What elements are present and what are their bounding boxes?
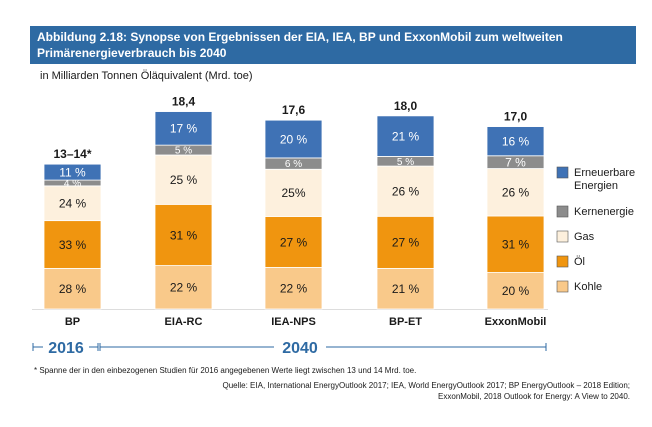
data-label-gas-bp-et: 26 % — [392, 185, 420, 199]
bar-segment-kohle-bp-et — [376, 268, 435, 310]
data-label-ee-eia-rc: 17 % — [170, 122, 198, 136]
bar-segment-kohle-eia-rc — [154, 265, 213, 310]
source-line-1: Quelle: EIA, International EnergyOutlook… — [222, 381, 630, 390]
bar-segment-gas-iea-nps — [264, 168, 323, 217]
bar-segment-gas-eia-rc — [154, 154, 213, 205]
bar-segment-kohle-iea-nps — [264, 267, 323, 310]
data-label-oel-bp: 33 % — [59, 238, 87, 252]
bar-segment-gas-bp-et — [376, 165, 435, 217]
source-line-2: ExxonMobil, 2018 Outlook for Energy: A V… — [438, 392, 630, 401]
data-label-oel-exxonmobil: 31 % — [502, 238, 530, 252]
data-label-gas-iea-nps: 25% — [281, 186, 305, 200]
bar-segment-ee-exxonmobil — [486, 126, 545, 157]
category-label-eia-rc: EIA-RC — [165, 316, 203, 328]
bar-segment-kohle-exxonmobil — [486, 272, 545, 310]
data-label-kern-eia-rc: 5 % — [175, 146, 192, 157]
legend-label-0: Erneuerbare Energien — [574, 167, 635, 192]
legend-swatch-4 — [556, 280, 569, 293]
bar-segment-oel-exxonmobil — [486, 215, 545, 273]
figure-title-line2: Primärenergieverbrauch bis 2040 — [37, 46, 227, 60]
data-label-oel-iea-nps: 27 % — [280, 235, 308, 249]
bar-segment-ee-bp — [43, 163, 102, 181]
legend-label-1: Kernenergie — [574, 206, 634, 218]
data-label-kohle-eia-rc: 22 % — [170, 281, 198, 295]
data-label-kohle-bp: 28 % — [59, 282, 87, 296]
data-label-kohle-exxonmobil: 20 % — [502, 284, 530, 298]
bar-segment-oel-bp-et — [376, 215, 435, 269]
figure-title-line1: Abbildung 2.18: Synopse von Ergebnissen … — [37, 30, 563, 44]
category-label-bp: BP — [65, 316, 80, 328]
legend-label-4: Kohle — [574, 281, 602, 293]
total-label-bp: 13–14* — [53, 147, 91, 161]
data-label-kern-bp: 4 % — [64, 179, 81, 190]
data-label-gas-exxonmobil: 26 % — [502, 186, 530, 200]
data-label-gas-bp: 24 % — [59, 197, 87, 211]
bar-segment-gas-exxonmobil — [486, 168, 545, 217]
bar-segment-ee-iea-nps — [264, 119, 323, 159]
data-label-kohle-iea-nps: 22 % — [280, 282, 308, 296]
data-label-gas-eia-rc: 25 % — [170, 173, 198, 187]
category-label-exxonmobil: ExxonMobil — [485, 316, 547, 328]
bar-segment-oel-bp — [43, 220, 102, 269]
data-label-kern-iea-nps: 6 % — [285, 159, 302, 170]
category-label-bp-et: BP-ET — [389, 316, 422, 328]
data-label-ee-bp-et: 21 % — [392, 129, 420, 143]
legend-swatch-2 — [556, 230, 569, 243]
data-label-kohle-bp-et: 21 % — [392, 282, 420, 296]
data-label-oel-eia-rc: 31 % — [170, 228, 198, 242]
legend-label-2: Gas — [574, 231, 595, 243]
data-label-kern-exxonmobil: 7 % — [505, 155, 526, 169]
legend-swatch-3 — [556, 255, 569, 268]
footnote: * Spanne der in den einbezogenen Studien… — [34, 366, 417, 375]
figure-title: Abbildung 2.18: Synopse von Ergebnissen … — [30, 26, 636, 64]
data-label-ee-iea-nps: 20 % — [280, 132, 308, 146]
total-label-eia-rc: 18,4 — [172, 95, 196, 109]
bar-segment-kohle-bp — [43, 268, 102, 310]
bar-segment-oel-eia-rc — [154, 203, 213, 266]
category-label-iea-nps: IEA-NPS — [271, 316, 316, 328]
legend-swatch-0 — [556, 166, 569, 179]
unit-label: in Milliarden Tonnen Öläquivalent (Mrd. … — [40, 70, 253, 82]
legend-label-3: Öl — [574, 256, 585, 268]
year-group-label-2040: 2040 — [282, 340, 318, 357]
total-label-iea-nps: 17,6 — [282, 103, 306, 117]
data-label-oel-bp-et: 27 % — [392, 236, 420, 250]
total-label-bp-et: 18,0 — [394, 99, 418, 113]
bar-segment-ee-eia-rc — [154, 111, 213, 146]
legend-swatch-1 — [556, 205, 569, 218]
source-citation: Quelle: EIA, International EnergyOutlook… — [70, 380, 630, 402]
total-label-exxonmobil: 17,0 — [504, 110, 528, 124]
bar-segment-ee-bp-et — [376, 115, 435, 157]
data-label-ee-bp: 11 % — [59, 165, 86, 179]
bar-segment-oel-iea-nps — [264, 216, 323, 268]
data-label-ee-exxonmobil: 16 % — [502, 135, 530, 149]
year-group-label-2016: 2016 — [48, 340, 84, 357]
data-label-kern-bp-et: 5 % — [397, 157, 414, 168]
